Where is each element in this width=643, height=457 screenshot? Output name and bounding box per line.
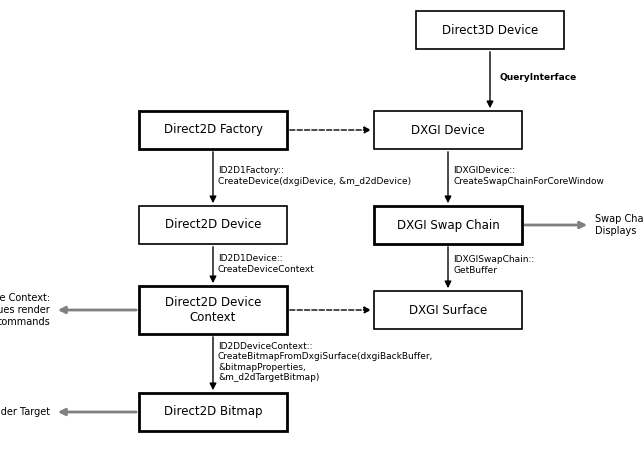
Bar xyxy=(416,11,564,49)
Text: Swap Chain:
Displays: Swap Chain: Displays xyxy=(595,214,643,236)
Text: ID2DDeviceContext::
CreateBitmapFromDxgiSurface(dxgiBackBuffer,
&bitmapPropertie: ID2DDeviceContext:: CreateBitmapFromDxgi… xyxy=(218,342,433,382)
Bar xyxy=(374,111,522,149)
Text: Direct3D Device: Direct3D Device xyxy=(442,23,538,37)
Bar xyxy=(139,393,287,431)
Text: ID2D1Device::
CreateDeviceContext: ID2D1Device:: CreateDeviceContext xyxy=(218,254,315,274)
Text: DXGI Swap Chain: DXGI Swap Chain xyxy=(397,218,500,232)
Bar xyxy=(139,206,287,244)
Text: DXGI Device: DXGI Device xyxy=(411,123,485,137)
Bar xyxy=(139,286,287,334)
Bar xyxy=(374,206,522,244)
Bar xyxy=(374,291,522,329)
Bar xyxy=(139,111,287,149)
Text: Direct2D Device: Direct2D Device xyxy=(165,218,261,232)
Text: Device Context:
Issues render
commands: Device Context: Issues render commands xyxy=(0,293,50,327)
Text: Direct2D Bitmap: Direct2D Bitmap xyxy=(164,405,262,419)
Text: IDXGISwapChain::
GetBuffer: IDXGISwapChain:: GetBuffer xyxy=(453,255,534,275)
Text: Render Target: Render Target xyxy=(0,407,50,417)
Text: QueryInterface: QueryInterface xyxy=(500,74,577,83)
Text: Direct2D Factory: Direct2D Factory xyxy=(163,123,262,137)
Text: Direct2D Device
Context: Direct2D Device Context xyxy=(165,296,261,324)
Text: ID2D1Factory::
CreateDevice(dxgiDevice, &m_d2dDevice): ID2D1Factory:: CreateDevice(dxgiDevice, … xyxy=(218,166,411,186)
Text: IDXGIDevice::
CreateSwapChainForCoreWindow: IDXGIDevice:: CreateSwapChainForCoreWind… xyxy=(453,166,604,186)
Text: DXGI Surface: DXGI Surface xyxy=(409,303,487,317)
